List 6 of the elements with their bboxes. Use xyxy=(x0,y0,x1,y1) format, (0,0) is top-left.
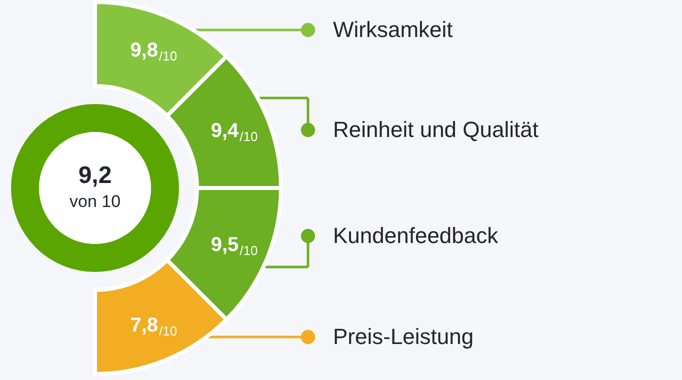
category-label: Reinheit und Qualität xyxy=(333,117,538,142)
category-label: Preis-Leistung xyxy=(333,324,474,349)
text: von 10 xyxy=(69,192,121,211)
category-label: Kundenfeedback xyxy=(333,223,500,248)
text: 9,2 xyxy=(78,162,112,189)
category-label: Wirksamkeit xyxy=(333,17,453,42)
